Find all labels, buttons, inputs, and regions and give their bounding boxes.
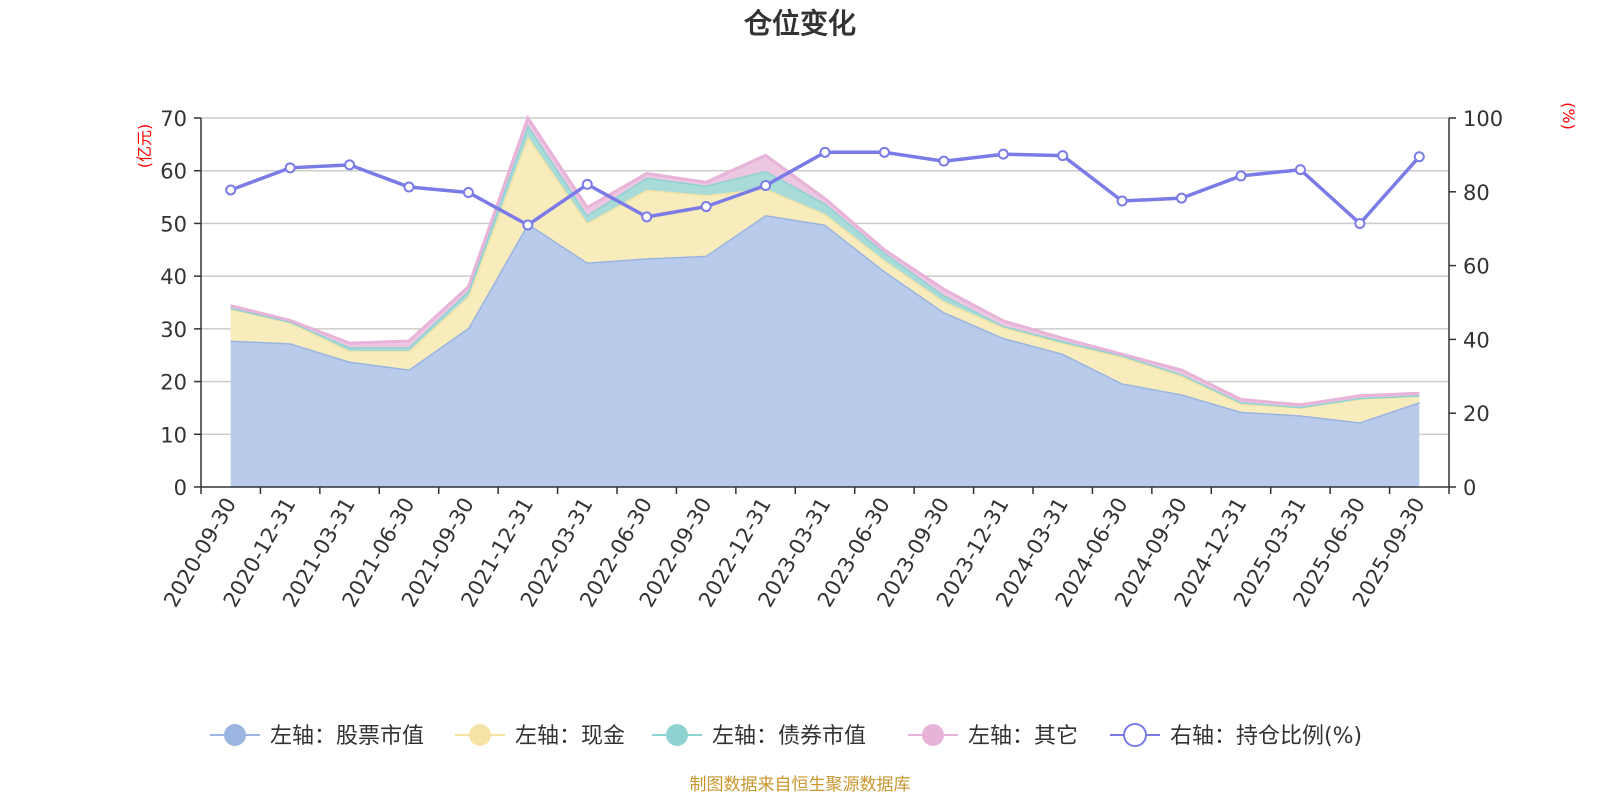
left-tick-label-2: 20 — [160, 371, 187, 395]
area-line-3 — [230, 114, 1420, 407]
ratio-point-12 — [938, 155, 950, 167]
right-tick-label-0: 0 — [1463, 476, 1476, 500]
left-tick-label-3: 30 — [160, 318, 187, 342]
ratio-point-10 — [819, 146, 831, 158]
ratio-point-17 — [1235, 170, 1247, 182]
ratio-point-1 — [284, 162, 296, 174]
ratio-point-9 — [760, 180, 772, 192]
legend-label-1: 左轴：现金 — [515, 724, 625, 749]
left-tick-label-1: 10 — [160, 423, 187, 447]
right-tick-label-1: 20 — [1463, 402, 1490, 426]
ratio-point-16 — [1176, 192, 1188, 204]
legend-marker-1 — [469, 724, 491, 746]
right-tick-label-4: 80 — [1463, 181, 1490, 205]
ratio-point-0 — [225, 184, 237, 196]
ratio-point-3 — [403, 181, 415, 193]
left-axis-unit: (亿元) — [135, 124, 154, 169]
legend-label-3: 左轴：其它 — [968, 724, 1078, 749]
ratio-point-5 — [522, 219, 534, 231]
left-tick-label-4: 40 — [160, 265, 187, 289]
left-tick-label-7: 70 — [160, 107, 187, 131]
legend-label-0: 左轴：股票市值 — [270, 724, 424, 749]
ratio-point-6 — [581, 178, 593, 190]
area-fill-0 — [230, 215, 1420, 487]
legend-label-2: 左轴：债券市值 — [712, 724, 866, 749]
ratio-point-7 — [641, 211, 653, 223]
area-series — [230, 114, 1420, 487]
ratio-point-20 — [1413, 151, 1425, 163]
ratio-point-14 — [1057, 150, 1069, 162]
right-tick-label-3: 60 — [1463, 255, 1490, 279]
legend-marker-3 — [922, 724, 944, 746]
left-tick-label-0: 0 — [174, 476, 187, 500]
line-series — [225, 146, 1425, 231]
ratio-point-15 — [1116, 195, 1128, 207]
ratio-point-2 — [344, 159, 356, 171]
legend-label-4: 右轴：持仓比例(%) — [1170, 724, 1362, 749]
left-tick-label-6: 60 — [160, 160, 187, 184]
source-note: 制图数据来自恒生聚源数据库 — [690, 775, 911, 795]
ratio-point-18 — [1294, 164, 1306, 176]
ratio-point-4 — [462, 187, 474, 199]
ratio-point-11 — [878, 146, 890, 158]
area-fill-1 — [230, 136, 1420, 423]
ratio-point-19 — [1354, 218, 1366, 230]
left-tick-label-5: 50 — [160, 212, 187, 236]
legend-marker-0 — [224, 724, 246, 746]
right-tick-label-5: 100 — [1463, 107, 1503, 131]
right-axis-unit: (%) — [1559, 102, 1578, 130]
ratio-point-8 — [700, 201, 712, 213]
legend-marker-2 — [666, 724, 688, 746]
ratio-point-13 — [997, 148, 1009, 160]
right-tick-label-2: 40 — [1463, 328, 1490, 352]
legend-marker-4 — [1123, 723, 1147, 747]
legend: 左轴：股票市值 左轴：现金 左轴：债券市值 左轴：其它 右轴：持仓比例(%) — [210, 723, 1362, 749]
chart-title: 仓位变化 — [744, 7, 856, 40]
